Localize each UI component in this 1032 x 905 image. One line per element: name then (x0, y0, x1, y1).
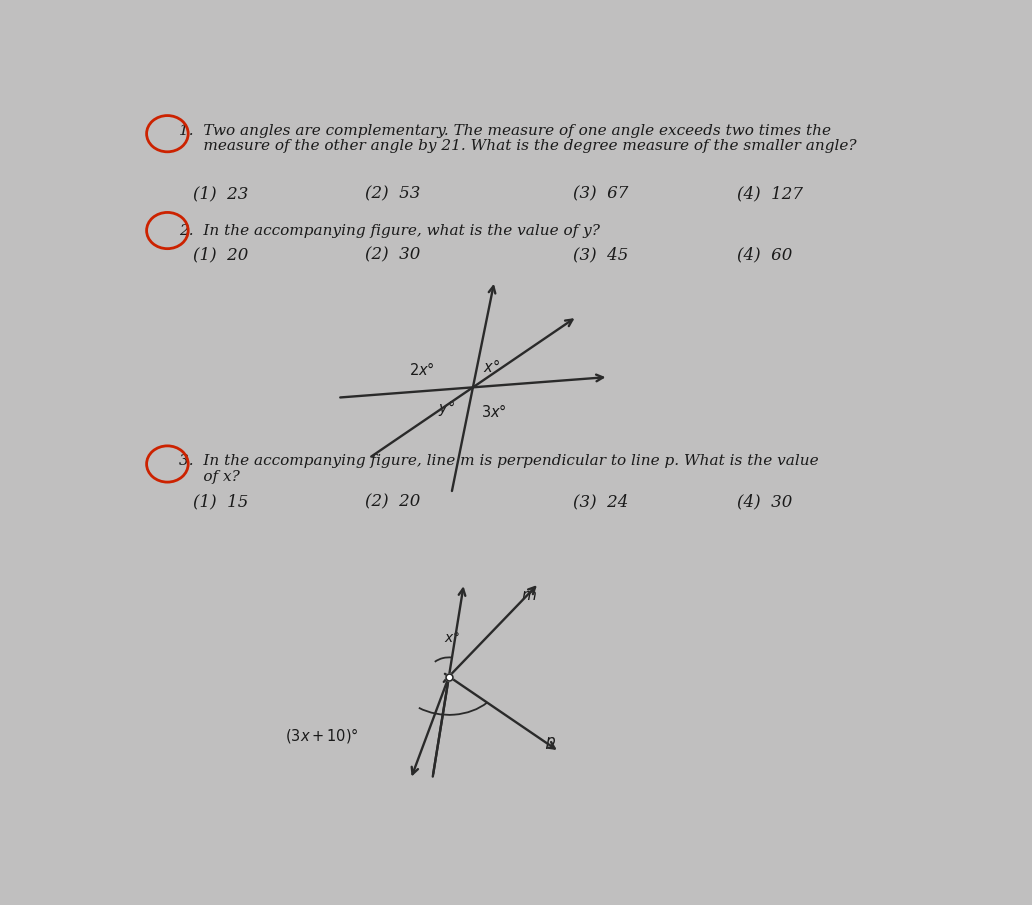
Text: (3)  67: (3) 67 (573, 186, 628, 203)
Text: (2)  53: (2) 53 (365, 186, 420, 203)
Text: (2)  30: (2) 30 (365, 246, 420, 263)
Text: 1.  Two angles are complementary. The measure of one angle exceeds two times the: 1. Two angles are complementary. The mea… (179, 124, 831, 138)
Text: (1)  15: (1) 15 (193, 494, 249, 510)
Text: (1)  20: (1) 20 (193, 246, 249, 263)
Text: measure of the other angle by 21. What is the degree measure of the smaller angl: measure of the other angle by 21. What i… (179, 139, 857, 153)
Text: $p$: $p$ (545, 735, 556, 751)
Text: (2)  20: (2) 20 (365, 494, 420, 510)
Text: $x°$: $x°$ (483, 358, 499, 375)
Text: 3.  In the accompanying figure, line m is perpendicular to line p. What is the v: 3. In the accompanying figure, line m is… (179, 454, 818, 468)
Text: (4)  60: (4) 60 (737, 246, 793, 263)
Text: $x°$: $x°$ (444, 631, 460, 645)
Text: $(3x + 10)°$: $(3x + 10)°$ (285, 727, 359, 745)
Text: (3)  45: (3) 45 (573, 246, 628, 263)
Text: (1)  23: (1) 23 (193, 186, 249, 203)
Text: of x?: of x? (179, 470, 239, 483)
Text: 2.  In the accompanying figure, what is the value of y?: 2. In the accompanying figure, what is t… (179, 224, 600, 237)
Text: (3)  24: (3) 24 (573, 494, 628, 510)
Text: (4)  127: (4) 127 (737, 186, 803, 203)
Text: (4)  30: (4) 30 (737, 494, 793, 510)
Text: $2x°$: $2x°$ (409, 361, 434, 378)
Text: $m$: $m$ (521, 589, 537, 604)
Text: $y°$: $y°$ (439, 398, 455, 418)
Text: $3x°$: $3x°$ (481, 404, 507, 420)
